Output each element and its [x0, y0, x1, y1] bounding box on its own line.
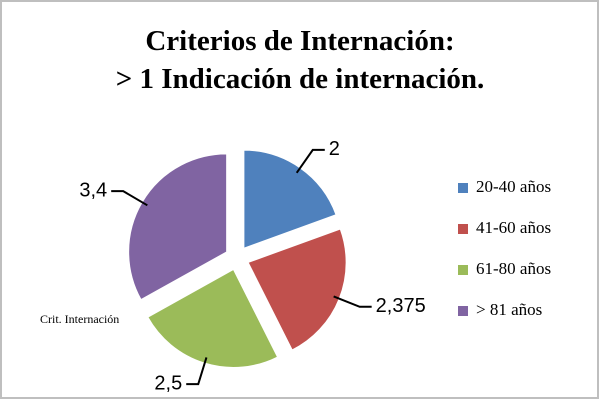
leader-line	[333, 295, 372, 308]
legend-swatch	[458, 265, 468, 275]
data-label: 2,375	[376, 295, 426, 317]
legend-swatch	[458, 183, 468, 193]
data-label: 2,5	[154, 372, 182, 394]
annotation: Crit. Internación	[40, 312, 120, 326]
legend-swatch	[458, 224, 468, 234]
legend-label: 41-60 años	[476, 218, 551, 237]
data-label: 3,4	[79, 179, 107, 201]
legend-label: 20-40 años	[476, 177, 551, 196]
legend-label: > 81 años	[476, 300, 542, 319]
leader-line	[111, 190, 148, 207]
chart-title: > 1 Indicación de internación.	[116, 63, 485, 95]
chart-title: Criterios de Internación:	[145, 25, 454, 57]
data-label: 2	[329, 138, 340, 160]
legend-label: 61-80 años	[476, 259, 551, 278]
leader-line	[186, 357, 208, 386]
legend-swatch	[458, 306, 468, 316]
leader-line	[295, 148, 325, 174]
